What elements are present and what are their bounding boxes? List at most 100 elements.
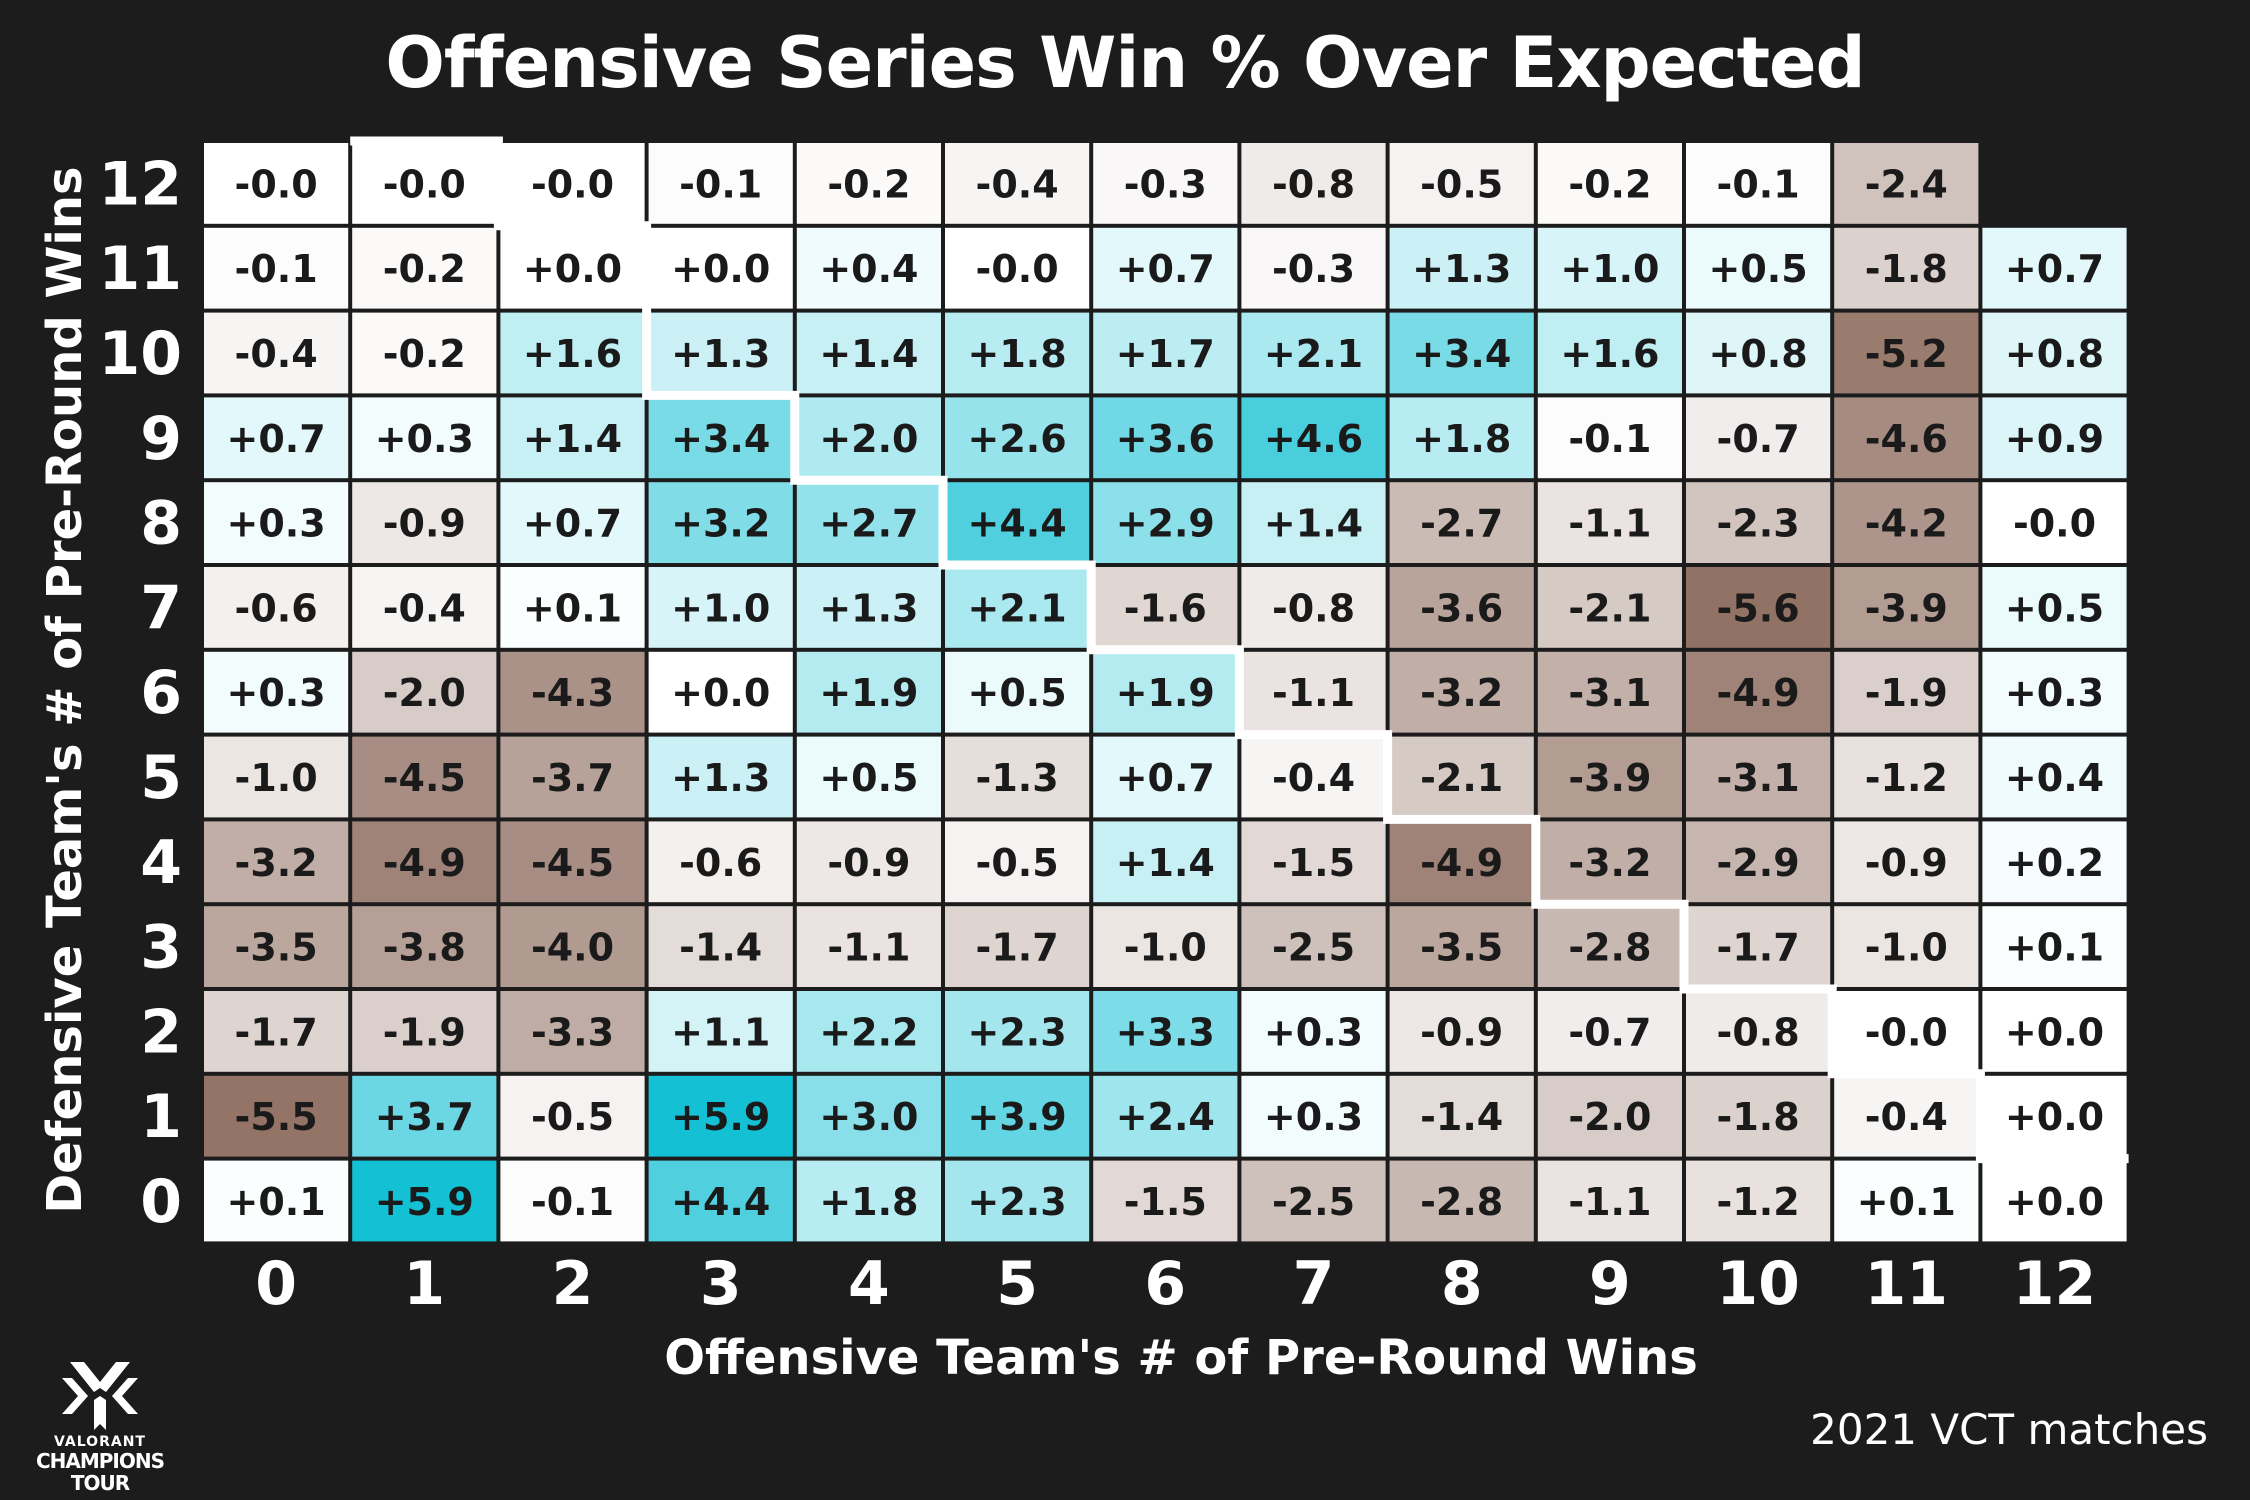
heatmap-cell: [204, 143, 349, 224]
y-tick-label: 2: [140, 997, 182, 1067]
cell-value-label: -1.2: [1717, 1180, 1800, 1224]
cell-value-label: -0.8: [1272, 586, 1355, 630]
cell-value-label: -5.2: [1865, 332, 1948, 376]
cell-value-label: -0.0: [383, 162, 466, 206]
heatmap-cell: [648, 143, 793, 224]
cell-value-label: +3.6: [1116, 417, 1215, 461]
heatmap-cell: [1686, 1075, 1831, 1157]
heatmap-cell: [1241, 1075, 1386, 1157]
cell-value-label: -4.6: [1865, 417, 1948, 461]
cell-value-label: +1.4: [1264, 502, 1363, 546]
cell-value-label: +5.9: [375, 1180, 474, 1224]
heatmap-cell: [1537, 821, 1682, 903]
cell-value-label: -0.0: [976, 247, 1059, 291]
heatmap-cell: [648, 1075, 793, 1157]
cell-value-label: -1.0: [235, 756, 318, 800]
x-tick-label: 1: [403, 1249, 445, 1319]
x-tick-label: 10: [1716, 1249, 1800, 1319]
heatmap-cell: [500, 143, 645, 224]
heatmap-cell: [1093, 567, 1238, 648]
heatmap-cell: [1686, 991, 1831, 1072]
y-tick-label: 8: [140, 489, 182, 559]
cell-value-label: -0.0: [2013, 502, 2096, 546]
heatmap-cell: [648, 651, 793, 733]
heatmap-cell: [945, 397, 1090, 479]
cell-value-label: -1.5: [1124, 1180, 1207, 1224]
cell-value-label: +1.7: [1116, 332, 1215, 376]
cell-value-label: +1.8: [1412, 417, 1511, 461]
heatmap-cell: [1537, 567, 1682, 648]
heatmap-cell: [1241, 567, 1386, 648]
y-axis-title: Defensive Team's # of Pre-Round Wins: [37, 166, 93, 1214]
heatmap-cell: [1982, 397, 2127, 479]
cell-value-label: +1.4: [523, 417, 622, 461]
cell-value-label: -3.1: [1568, 671, 1651, 715]
cell-value-label: -4.0: [531, 926, 614, 970]
cell-value-label: +0.8: [2005, 332, 2104, 376]
cell-value-label: -1.3: [976, 756, 1059, 800]
cell-value-label: +0.5: [819, 756, 918, 800]
cell-value-label: +1.8: [968, 332, 1067, 376]
diagonal-boundary-line: [350, 136, 2129, 1164]
cell-value-label: -0.0: [531, 162, 614, 206]
cell-value-label: +0.5: [1709, 247, 1808, 291]
cell-value-label: +2.3: [968, 1010, 1067, 1054]
cell-value-label: -0.6: [679, 841, 762, 885]
x-tick-label: 12: [2013, 1249, 2097, 1319]
cell-value-label: -3.7: [531, 756, 614, 800]
cell-value-label: +1.3: [819, 586, 918, 630]
cell-value-label: +3.4: [671, 417, 770, 461]
heatmap-cell: [1834, 906, 1979, 987]
heatmap-cell: [796, 1160, 941, 1242]
cell-value-label: -4.9: [383, 841, 466, 885]
heatmap-cell: [1686, 567, 1831, 648]
cell-value-label: -2.7: [1420, 502, 1503, 546]
heatmap-cell: [1241, 143, 1386, 224]
cell-value-label: -1.0: [1124, 926, 1207, 970]
heatmap-cell: [1389, 991, 1534, 1072]
cell-value-label: +0.1: [523, 586, 622, 630]
cell-value-label: -1.8: [1717, 1095, 1800, 1139]
cell-value-label: +0.7: [227, 417, 326, 461]
heatmap-cell: [204, 906, 349, 987]
cell-value-label: -2.5: [1272, 926, 1355, 970]
heatmap-cell: [1537, 991, 1682, 1072]
cell-value-label: -3.2: [235, 841, 318, 885]
heatmap-cell: [352, 821, 497, 903]
cell-value-label: +0.3: [1264, 1010, 1363, 1054]
cell-value-label: -0.4: [1272, 756, 1355, 800]
cell-value-label: +1.9: [1116, 671, 1215, 715]
heatmap-cell: [500, 651, 645, 733]
heatmap-cell: [500, 821, 645, 903]
cell-value-label: +1.3: [1412, 247, 1511, 291]
heatmap-cell: [1537, 312, 1682, 394]
chart-title: Offensive Series Win % Over Expected: [385, 22, 1865, 104]
heatmap-cell: [1093, 906, 1238, 987]
heatmap-cell: [1834, 1160, 1979, 1242]
y-tick-label: 4: [140, 828, 182, 898]
y-tick-label: 1: [140, 1082, 182, 1152]
y-tick-label: 0: [140, 1167, 182, 1237]
x-tick-label: 4: [848, 1249, 890, 1319]
heatmap-cell: [1389, 227, 1534, 309]
cell-value-label: +0.7: [523, 502, 622, 546]
heatmap-cell: [1093, 821, 1238, 903]
heatmap-cell: [1982, 1160, 2127, 1242]
cell-value-label: +0.1: [227, 1180, 326, 1224]
x-tick-label: 9: [1589, 1249, 1631, 1319]
cell-value-label: -0.5: [531, 1095, 614, 1139]
heatmap-cell: [1093, 397, 1238, 479]
heatmap-cell: [796, 736, 941, 818]
cell-value-label: -0.0: [235, 162, 318, 206]
cell-value-label: +0.0: [671, 247, 770, 291]
heatmap-cell: [1093, 1160, 1238, 1242]
y-tick-label: 12: [99, 149, 183, 219]
heatmap-cell: [648, 312, 793, 394]
heatmap-cell: [1093, 482, 1238, 563]
y-tick-label: 9: [140, 404, 182, 474]
heatmap-cell: [352, 736, 497, 818]
heatmap-cell: [648, 991, 793, 1072]
heatmap-cell: [1982, 1075, 2127, 1157]
cell-value-label: -1.7: [976, 926, 1059, 970]
